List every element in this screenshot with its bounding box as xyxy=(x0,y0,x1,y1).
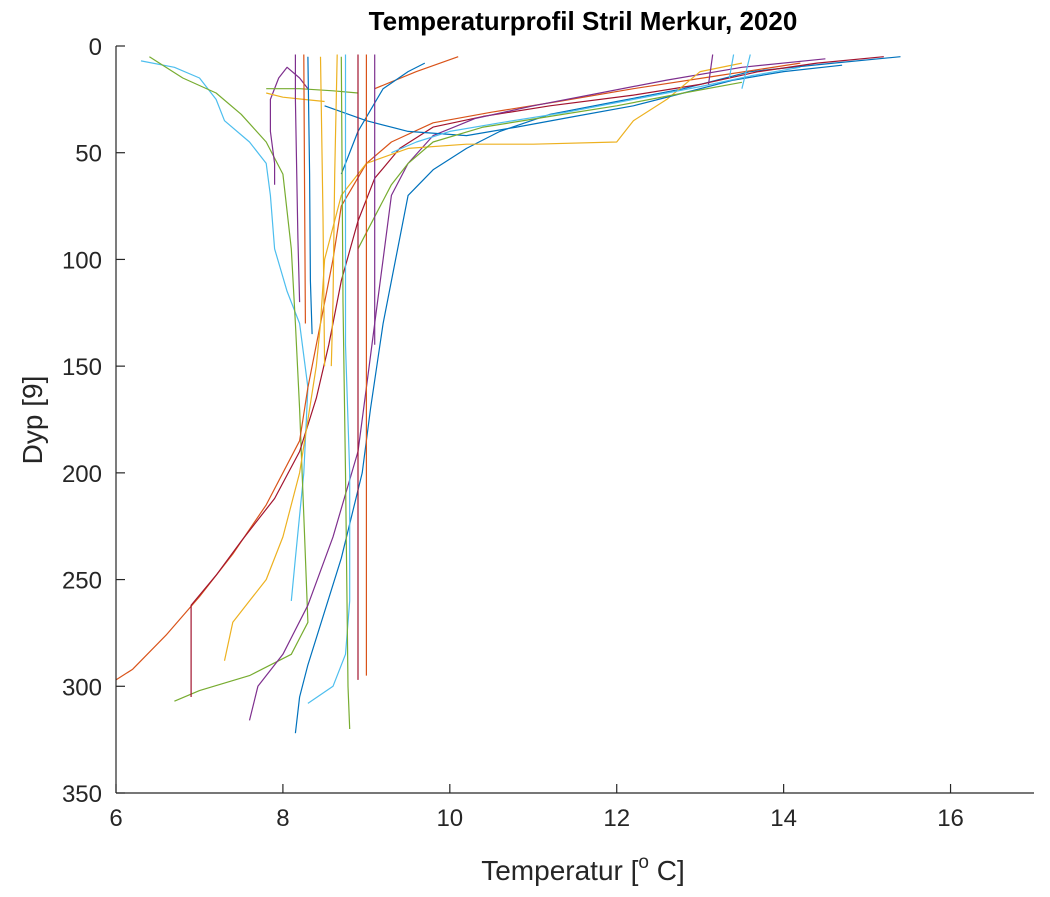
profile-line-23 xyxy=(303,54,306,324)
profile-line-8 xyxy=(324,64,843,137)
x-axis-label: Temperatur [o C] xyxy=(481,852,685,886)
x-tick-label: 16 xyxy=(937,805,964,832)
profile-line-6 xyxy=(248,58,826,721)
x-tick-label: 14 xyxy=(770,805,797,832)
x-tick-label: 12 xyxy=(603,805,630,832)
profile-line-13 xyxy=(340,62,426,175)
profile-line-1 xyxy=(140,60,309,601)
y-tick-label: 250 xyxy=(62,568,102,595)
profile-line-21 xyxy=(330,54,338,367)
y-tick-label: 0 xyxy=(89,34,102,61)
profile-line-25 xyxy=(319,56,326,367)
profile-line-2 xyxy=(149,56,309,702)
profile-line-9 xyxy=(391,66,801,154)
profile-line-26 xyxy=(741,54,751,89)
profile-line-20 xyxy=(294,54,301,303)
profile-line-4 xyxy=(115,62,801,681)
chart-title: Temperaturprofil Stril Merkur, 2020 xyxy=(369,6,798,36)
x-tick-label: 8 xyxy=(276,805,289,832)
profile-line-28 xyxy=(728,54,735,79)
y-tick-label: 150 xyxy=(62,354,102,381)
y-tick-label: 100 xyxy=(62,247,102,274)
profile-line-19 xyxy=(340,56,351,730)
profile-line-5 xyxy=(190,56,884,697)
profile-line-11 xyxy=(269,66,309,185)
x-axis-label-tail: C] xyxy=(649,855,685,886)
y-tick-label: 200 xyxy=(62,461,102,488)
y-axis-label: Dyp [9] xyxy=(17,376,48,465)
x-axis-label-main: Temperatur [ xyxy=(481,855,638,886)
x-tick-label: 10 xyxy=(436,805,463,832)
profile-line-27 xyxy=(707,54,714,85)
profile-line-3 xyxy=(294,56,901,734)
profile-line-10 xyxy=(357,81,743,250)
x-axis-label-superscript: o xyxy=(638,852,649,873)
x-tick-label: 6 xyxy=(109,805,122,832)
profile-line-18 xyxy=(307,54,351,704)
profile-line-12 xyxy=(374,56,459,90)
axes: 6 8 10 12 14 16 0 50 100 150 200 250 300 350 xyxy=(62,34,1034,832)
y-tick-label: 50 xyxy=(75,141,102,168)
profile-line-22 xyxy=(307,56,313,335)
profile-line-15 xyxy=(266,92,325,103)
profile-line-7 xyxy=(223,62,743,661)
y-tick-label: 350 xyxy=(62,781,102,808)
profile-line-14 xyxy=(266,88,359,94)
y-tick-label: 300 xyxy=(62,674,102,701)
plot-area xyxy=(115,54,901,734)
